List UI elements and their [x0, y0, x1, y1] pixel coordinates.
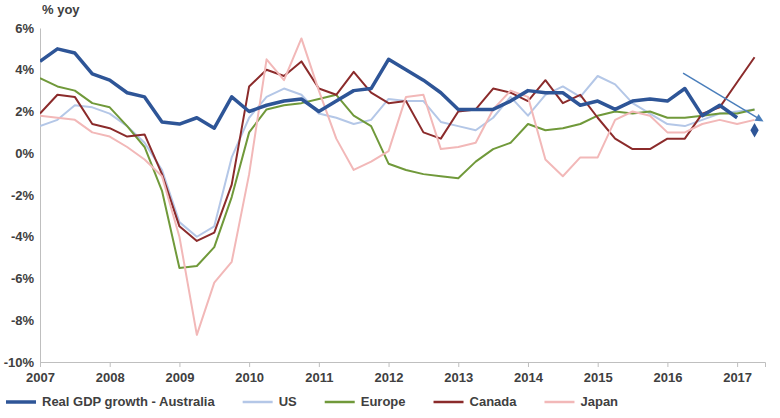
y-tick-label: -6%: [11, 271, 35, 286]
legend-label: Canada: [470, 394, 518, 409]
y-tick-label: -10%: [4, 355, 35, 370]
series-line: [40, 38, 755, 334]
y-tick-label: 2%: [15, 104, 34, 119]
trend-arrow-shaft: [683, 73, 758, 118]
x-tick: 2012: [375, 362, 404, 385]
x-tick-mark: [179, 362, 180, 367]
y-tick-label: 6%: [15, 21, 34, 36]
legend-label: Japan: [580, 394, 618, 409]
legend-swatch: [544, 401, 574, 404]
legend-swatch: [434, 401, 464, 404]
y-tick-label: 4%: [15, 62, 34, 77]
x-tick-mark: [40, 362, 41, 367]
x-tick-label: 2008: [96, 370, 125, 385]
legend-item: US: [243, 394, 297, 409]
y-tick: -8%: [11, 313, 40, 328]
y-tick: -2%: [11, 188, 40, 203]
forecast-marker: [750, 123, 758, 137]
x-tick-label: 2011: [305, 370, 333, 385]
x-tick-label: 2017: [723, 370, 752, 385]
x-tick-mark: [737, 362, 738, 367]
x-tick-mark: [389, 362, 390, 367]
x-tick: 2009: [165, 362, 194, 385]
x-tick: 2013: [444, 362, 473, 385]
x-tick-mark: [249, 362, 250, 367]
legend-swatch: [325, 401, 355, 404]
x-tick-label: 2009: [165, 370, 194, 385]
x-tick: 2014: [514, 362, 544, 385]
legend-swatch: [243, 401, 273, 404]
legend-item: Japan: [544, 394, 618, 409]
y-tick: 0%: [15, 146, 40, 161]
y-tick: 2%: [15, 104, 40, 119]
x-tick: 2011: [305, 362, 333, 385]
y-axis: -10% -8% -6% -4% -2% 0% 2% 4% 6%: [4, 21, 41, 370]
y-tick-label: -2%: [11, 188, 35, 203]
legend-label: US: [279, 394, 297, 409]
trend-arrow: [683, 73, 763, 121]
x-tick-label: 2013: [444, 370, 473, 385]
x-tick-mark: [319, 362, 320, 367]
x-tick-label: 2007: [26, 370, 55, 385]
x-tick-label: 2012: [375, 370, 404, 385]
y-tick: -6%: [11, 271, 40, 286]
x-tick: 2017: [723, 362, 752, 385]
legend-swatch: [6, 400, 36, 404]
y-tick: 4%: [15, 62, 40, 77]
x-tick: 2007: [26, 362, 55, 385]
x-tick: 2016: [653, 362, 682, 385]
series-line: [40, 57, 755, 241]
x-tick-label: 2016: [653, 370, 682, 385]
x-tick-mark: [458, 362, 459, 367]
x-tick-mark: [528, 362, 529, 367]
y-tick-label: -4%: [11, 229, 35, 244]
y-tick-label: -8%: [11, 313, 35, 328]
y-tick: -4%: [11, 229, 40, 244]
legend-label: Europe: [361, 394, 406, 409]
legend-item: Real GDP growth - Australia: [6, 394, 215, 409]
x-tick: 2010: [235, 362, 264, 385]
series-line: [40, 78, 755, 268]
x-axis-line: [41, 363, 766, 368]
y-axis-title: % yoy: [42, 2, 80, 17]
y-tick: -10%: [4, 355, 40, 370]
series-line: [40, 49, 737, 128]
legend-label: Real GDP growth - Australia: [42, 394, 215, 409]
x-tick-label: 2015: [584, 370, 613, 385]
y-tick-label: 0%: [15, 146, 34, 161]
x-tick-mark: [667, 362, 668, 367]
legend: Real GDP growth - Australia US Europe Canad…: [6, 394, 618, 409]
legend-item: Canada: [434, 394, 518, 409]
legend-item: Europe: [325, 394, 406, 409]
y-tick: 6%: [15, 21, 40, 36]
x-axis: 2007 2008 2009 2010 2011 2012 2013 2014 2015 2016…: [26, 362, 765, 385]
chart: -10% -8% -6% -4% -2% 0% 2% 4% 6% 2007 2008 2009 2010…: [0, 0, 780, 418]
x-tick: 2015: [584, 362, 613, 385]
x-tick-mark: [110, 362, 111, 367]
trend-arrow-head: [755, 114, 764, 122]
x-tick-label: 2010: [235, 370, 264, 385]
plot-area: [40, 38, 759, 334]
x-tick: 2008: [96, 362, 125, 385]
x-tick-mark: [598, 362, 599, 367]
x-tick-label: 2014: [514, 370, 544, 385]
